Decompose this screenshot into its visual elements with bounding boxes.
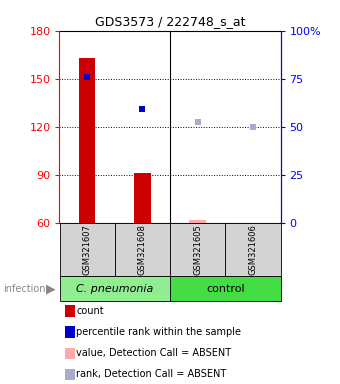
- Bar: [225, 223, 280, 276]
- Bar: [170, 223, 225, 276]
- Bar: [59, 276, 170, 301]
- Text: GSM321607: GSM321607: [83, 224, 91, 275]
- Bar: [134, 173, 151, 223]
- Bar: [59, 223, 115, 276]
- Text: control: control: [206, 284, 244, 294]
- Text: GSM321606: GSM321606: [249, 224, 257, 275]
- Text: GSM321605: GSM321605: [193, 224, 202, 275]
- Text: percentile rank within the sample: percentile rank within the sample: [76, 327, 241, 337]
- Text: GSM321608: GSM321608: [138, 224, 147, 275]
- Text: count: count: [76, 306, 104, 316]
- Bar: [115, 223, 170, 276]
- Bar: [170, 276, 280, 301]
- Bar: [79, 58, 96, 223]
- Text: rank, Detection Call = ABSENT: rank, Detection Call = ABSENT: [76, 369, 227, 379]
- Text: infection: infection: [3, 284, 46, 294]
- Text: value, Detection Call = ABSENT: value, Detection Call = ABSENT: [76, 348, 232, 358]
- Text: C. pneumonia: C. pneumonia: [76, 284, 153, 294]
- Text: GDS3573 / 222748_s_at: GDS3573 / 222748_s_at: [95, 15, 245, 28]
- Bar: [189, 220, 206, 223]
- Text: ▶: ▶: [46, 283, 55, 295]
